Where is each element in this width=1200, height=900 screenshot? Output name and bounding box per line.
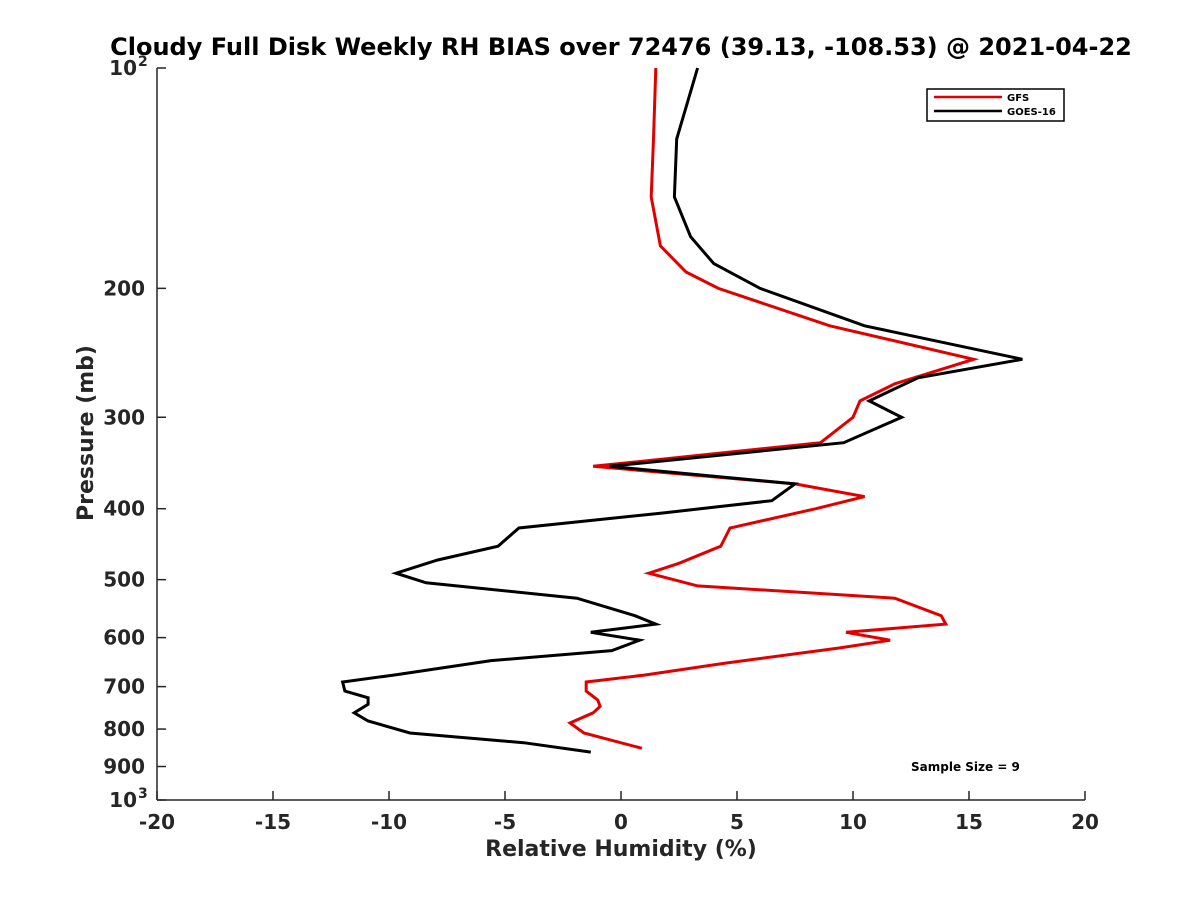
- y-tick-label: 600: [103, 626, 145, 650]
- x-tick-label: 10: [839, 810, 867, 834]
- legend-label-goes16: GOES-16: [1007, 107, 1056, 118]
- y-axis-label: Pressure (mb): [74, 345, 99, 521]
- x-tick-label: -10: [371, 810, 407, 834]
- y-tick-label: 800: [103, 717, 145, 741]
- x-tick-label: 5: [730, 810, 744, 834]
- series-line-gfs: [566, 67, 980, 750]
- y-tick-label: 300: [103, 405, 145, 429]
- x-axis-label: Relative Humidity (%): [485, 837, 757, 862]
- legend-label-gfs: GFS: [1007, 93, 1029, 104]
- series-layer: [340, 67, 1023, 754]
- y-tick-label: 700: [103, 675, 145, 699]
- series-line-goes16: [340, 67, 1023, 754]
- y-tick-label-exponent: 2: [138, 54, 148, 70]
- chart-title: Cloudy Full Disk Weekly RH BIAS over 724…: [110, 33, 1132, 61]
- y-tick-label: 400: [103, 497, 145, 521]
- y-tick-label: 200: [103, 276, 145, 300]
- x-tick-label: 0: [614, 810, 628, 834]
- y-tick-label: 500: [103, 568, 145, 592]
- y-tick-label-exponent: 3: [138, 786, 148, 802]
- x-tick-label: 20: [1071, 810, 1099, 834]
- sample-size-annotation: Sample Size = 9: [911, 760, 1020, 774]
- y-tick-label: 900: [103, 755, 145, 779]
- axes-frame: [156, 68, 1085, 801]
- y-tick-label: 10: [109, 56, 137, 80]
- legend-box: [926, 88, 1065, 122]
- x-tick-label: 15: [955, 810, 983, 834]
- x-tick-label: -5: [494, 810, 516, 834]
- x-tick-label: -15: [255, 810, 291, 834]
- y-tick-label: 10: [109, 788, 137, 812]
- x-tick-label: -20: [139, 810, 175, 834]
- legend: GFS GOES-16: [926, 88, 1065, 122]
